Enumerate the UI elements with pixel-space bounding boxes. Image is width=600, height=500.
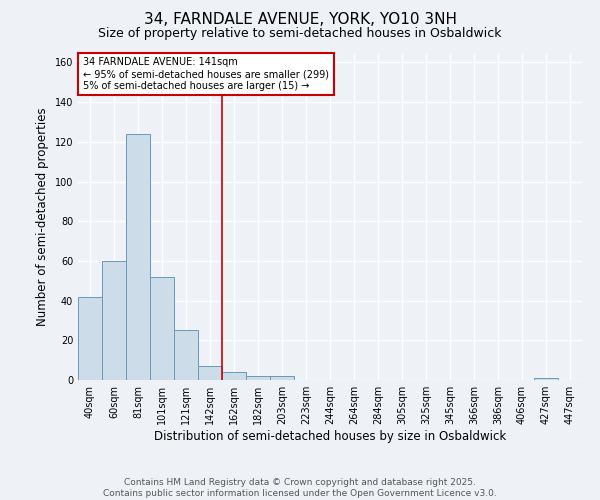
Bar — [246, 376, 270, 380]
Text: Size of property relative to semi-detached houses in Osbaldwick: Size of property relative to semi-detach… — [98, 28, 502, 40]
Bar — [198, 366, 222, 380]
Bar — [102, 261, 126, 380]
Bar — [270, 376, 294, 380]
Bar — [126, 134, 150, 380]
Text: Contains HM Land Registry data © Crown copyright and database right 2025.
Contai: Contains HM Land Registry data © Crown c… — [103, 478, 497, 498]
X-axis label: Distribution of semi-detached houses by size in Osbaldwick: Distribution of semi-detached houses by … — [154, 430, 506, 443]
Y-axis label: Number of semi-detached properties: Number of semi-detached properties — [36, 107, 49, 326]
Bar — [222, 372, 246, 380]
Text: 34, FARNDALE AVENUE, YORK, YO10 3NH: 34, FARNDALE AVENUE, YORK, YO10 3NH — [143, 12, 457, 28]
Bar — [174, 330, 198, 380]
Bar — [534, 378, 558, 380]
Bar — [78, 296, 102, 380]
Bar — [150, 277, 174, 380]
Text: 34 FARNDALE AVENUE: 141sqm
← 95% of semi-detached houses are smaller (299)
5% of: 34 FARNDALE AVENUE: 141sqm ← 95% of semi… — [83, 58, 329, 90]
